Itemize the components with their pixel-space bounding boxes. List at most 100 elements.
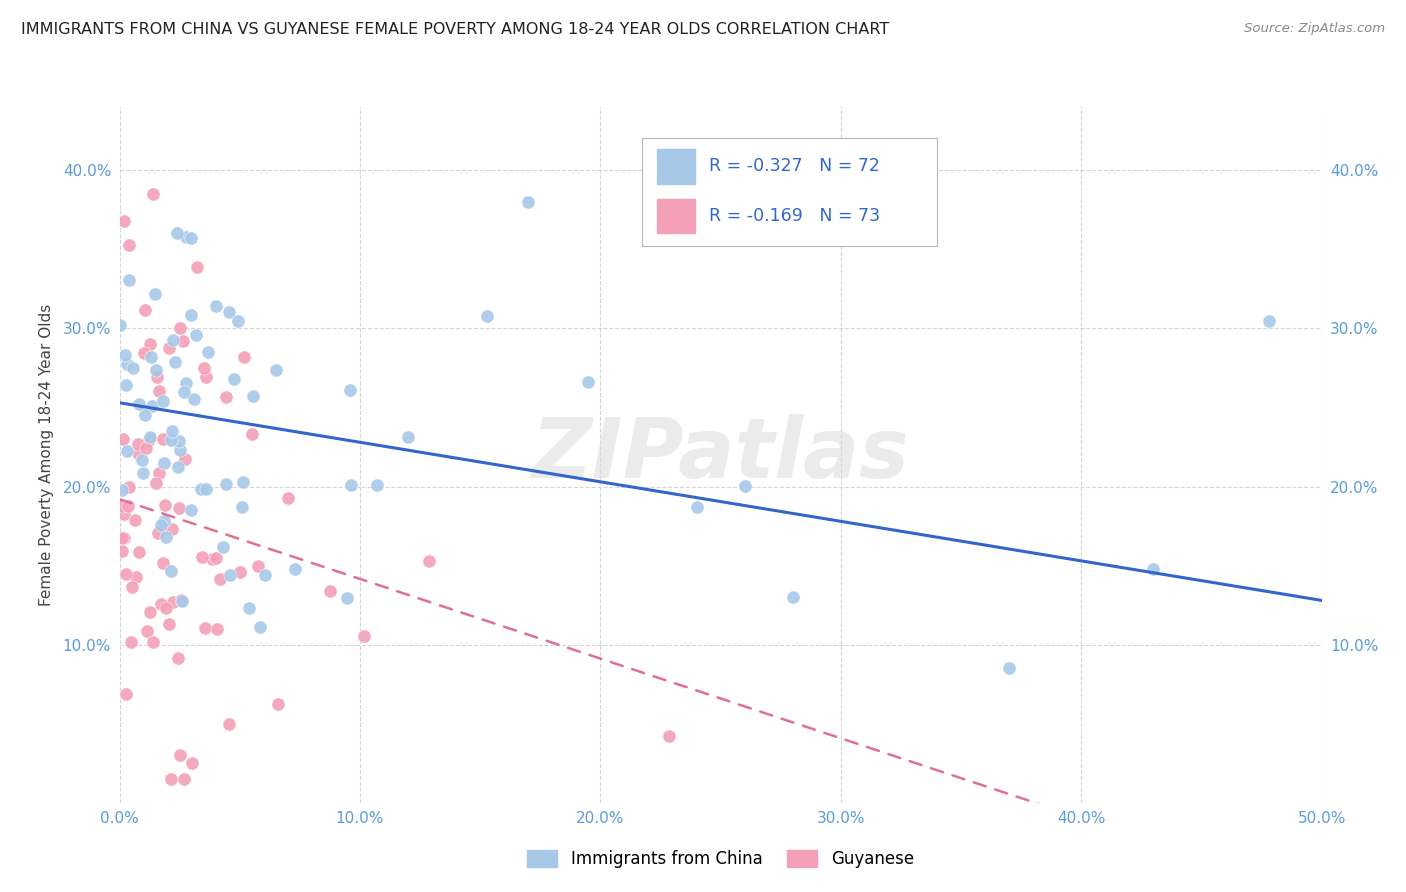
Point — [184, 328, 207, 343]
Point — [153, 456, 176, 470]
Point — [232, 350, 254, 364]
Point — [160, 772, 183, 786]
Point — [155, 601, 177, 615]
Point — [339, 384, 361, 398]
Point — [517, 194, 540, 209]
Text: Source: ZipAtlas.com: Source: ZipAtlas.com — [1244, 22, 1385, 36]
Point — [150, 517, 173, 532]
Point — [197, 344, 219, 359]
Point — [169, 748, 191, 763]
Point — [782, 591, 804, 605]
Point — [336, 591, 359, 605]
Legend: Immigrants from China, Guyanese: Immigrants from China, Guyanese — [520, 843, 921, 874]
Point — [155, 498, 177, 512]
Point — [124, 513, 146, 527]
Point — [576, 375, 599, 389]
Point — [132, 346, 155, 360]
Point — [734, 479, 756, 493]
Point — [127, 446, 149, 460]
Point — [194, 482, 217, 496]
Point — [173, 384, 195, 399]
Point — [277, 491, 299, 505]
Point — [232, 475, 254, 489]
Point — [396, 430, 419, 444]
Point — [219, 567, 242, 582]
Point — [118, 480, 141, 494]
Point — [111, 500, 134, 514]
Point — [152, 556, 174, 570]
Point — [169, 501, 191, 516]
Point — [138, 430, 160, 444]
Point — [114, 531, 136, 545]
Bar — [657, 149, 696, 184]
Point — [139, 337, 162, 351]
Point — [162, 425, 184, 439]
Point — [148, 466, 170, 480]
Point — [131, 453, 153, 467]
Text: R = -0.327   N = 72: R = -0.327 N = 72 — [709, 157, 880, 176]
Point — [146, 370, 169, 384]
Point — [242, 388, 264, 402]
Point — [201, 552, 224, 566]
Point — [157, 341, 180, 355]
Point — [249, 619, 271, 633]
Point — [118, 273, 141, 287]
Point — [998, 661, 1021, 675]
Point — [146, 525, 169, 540]
Point — [150, 597, 173, 611]
Point — [169, 442, 191, 457]
Point — [115, 378, 138, 392]
Point — [180, 503, 202, 517]
Point — [162, 595, 184, 609]
Text: R = -0.169   N = 73: R = -0.169 N = 73 — [709, 207, 880, 225]
Point — [205, 300, 228, 314]
Point — [166, 226, 188, 240]
Point — [418, 554, 440, 568]
Point — [186, 260, 208, 274]
Y-axis label: Female Poverty Among 18-24 Year Olds: Female Poverty Among 18-24 Year Olds — [39, 304, 55, 606]
Point — [143, 287, 166, 301]
Point — [170, 593, 193, 607]
Point — [180, 231, 202, 245]
Point — [135, 624, 157, 638]
Point — [231, 500, 253, 515]
Point — [240, 426, 263, 441]
Point — [142, 186, 165, 201]
Point — [195, 370, 218, 384]
Point — [215, 390, 238, 404]
Point — [134, 408, 156, 422]
Point — [110, 543, 132, 558]
Point — [115, 357, 138, 371]
Point — [170, 594, 193, 608]
Point — [283, 562, 305, 576]
Point — [127, 437, 149, 451]
Point — [157, 616, 180, 631]
Point — [238, 601, 260, 615]
Point — [160, 522, 183, 536]
Point — [180, 756, 202, 771]
Point — [173, 452, 195, 467]
Point — [166, 651, 188, 665]
Point — [160, 564, 183, 578]
Point — [190, 549, 212, 564]
Point — [115, 444, 138, 458]
Point — [121, 580, 143, 594]
Point — [215, 476, 238, 491]
Point — [180, 309, 202, 323]
Point — [115, 687, 138, 701]
Point — [366, 478, 388, 492]
Point — [174, 376, 197, 390]
Point — [169, 321, 191, 335]
Point — [222, 372, 245, 386]
Point — [118, 237, 141, 252]
Point — [121, 635, 143, 649]
Point — [142, 635, 165, 649]
Point — [193, 360, 215, 375]
Point — [112, 507, 135, 521]
Point — [173, 772, 195, 786]
Point — [205, 551, 228, 566]
Point — [128, 397, 150, 411]
Point — [148, 384, 170, 398]
Point — [162, 333, 184, 347]
Point — [152, 432, 174, 446]
